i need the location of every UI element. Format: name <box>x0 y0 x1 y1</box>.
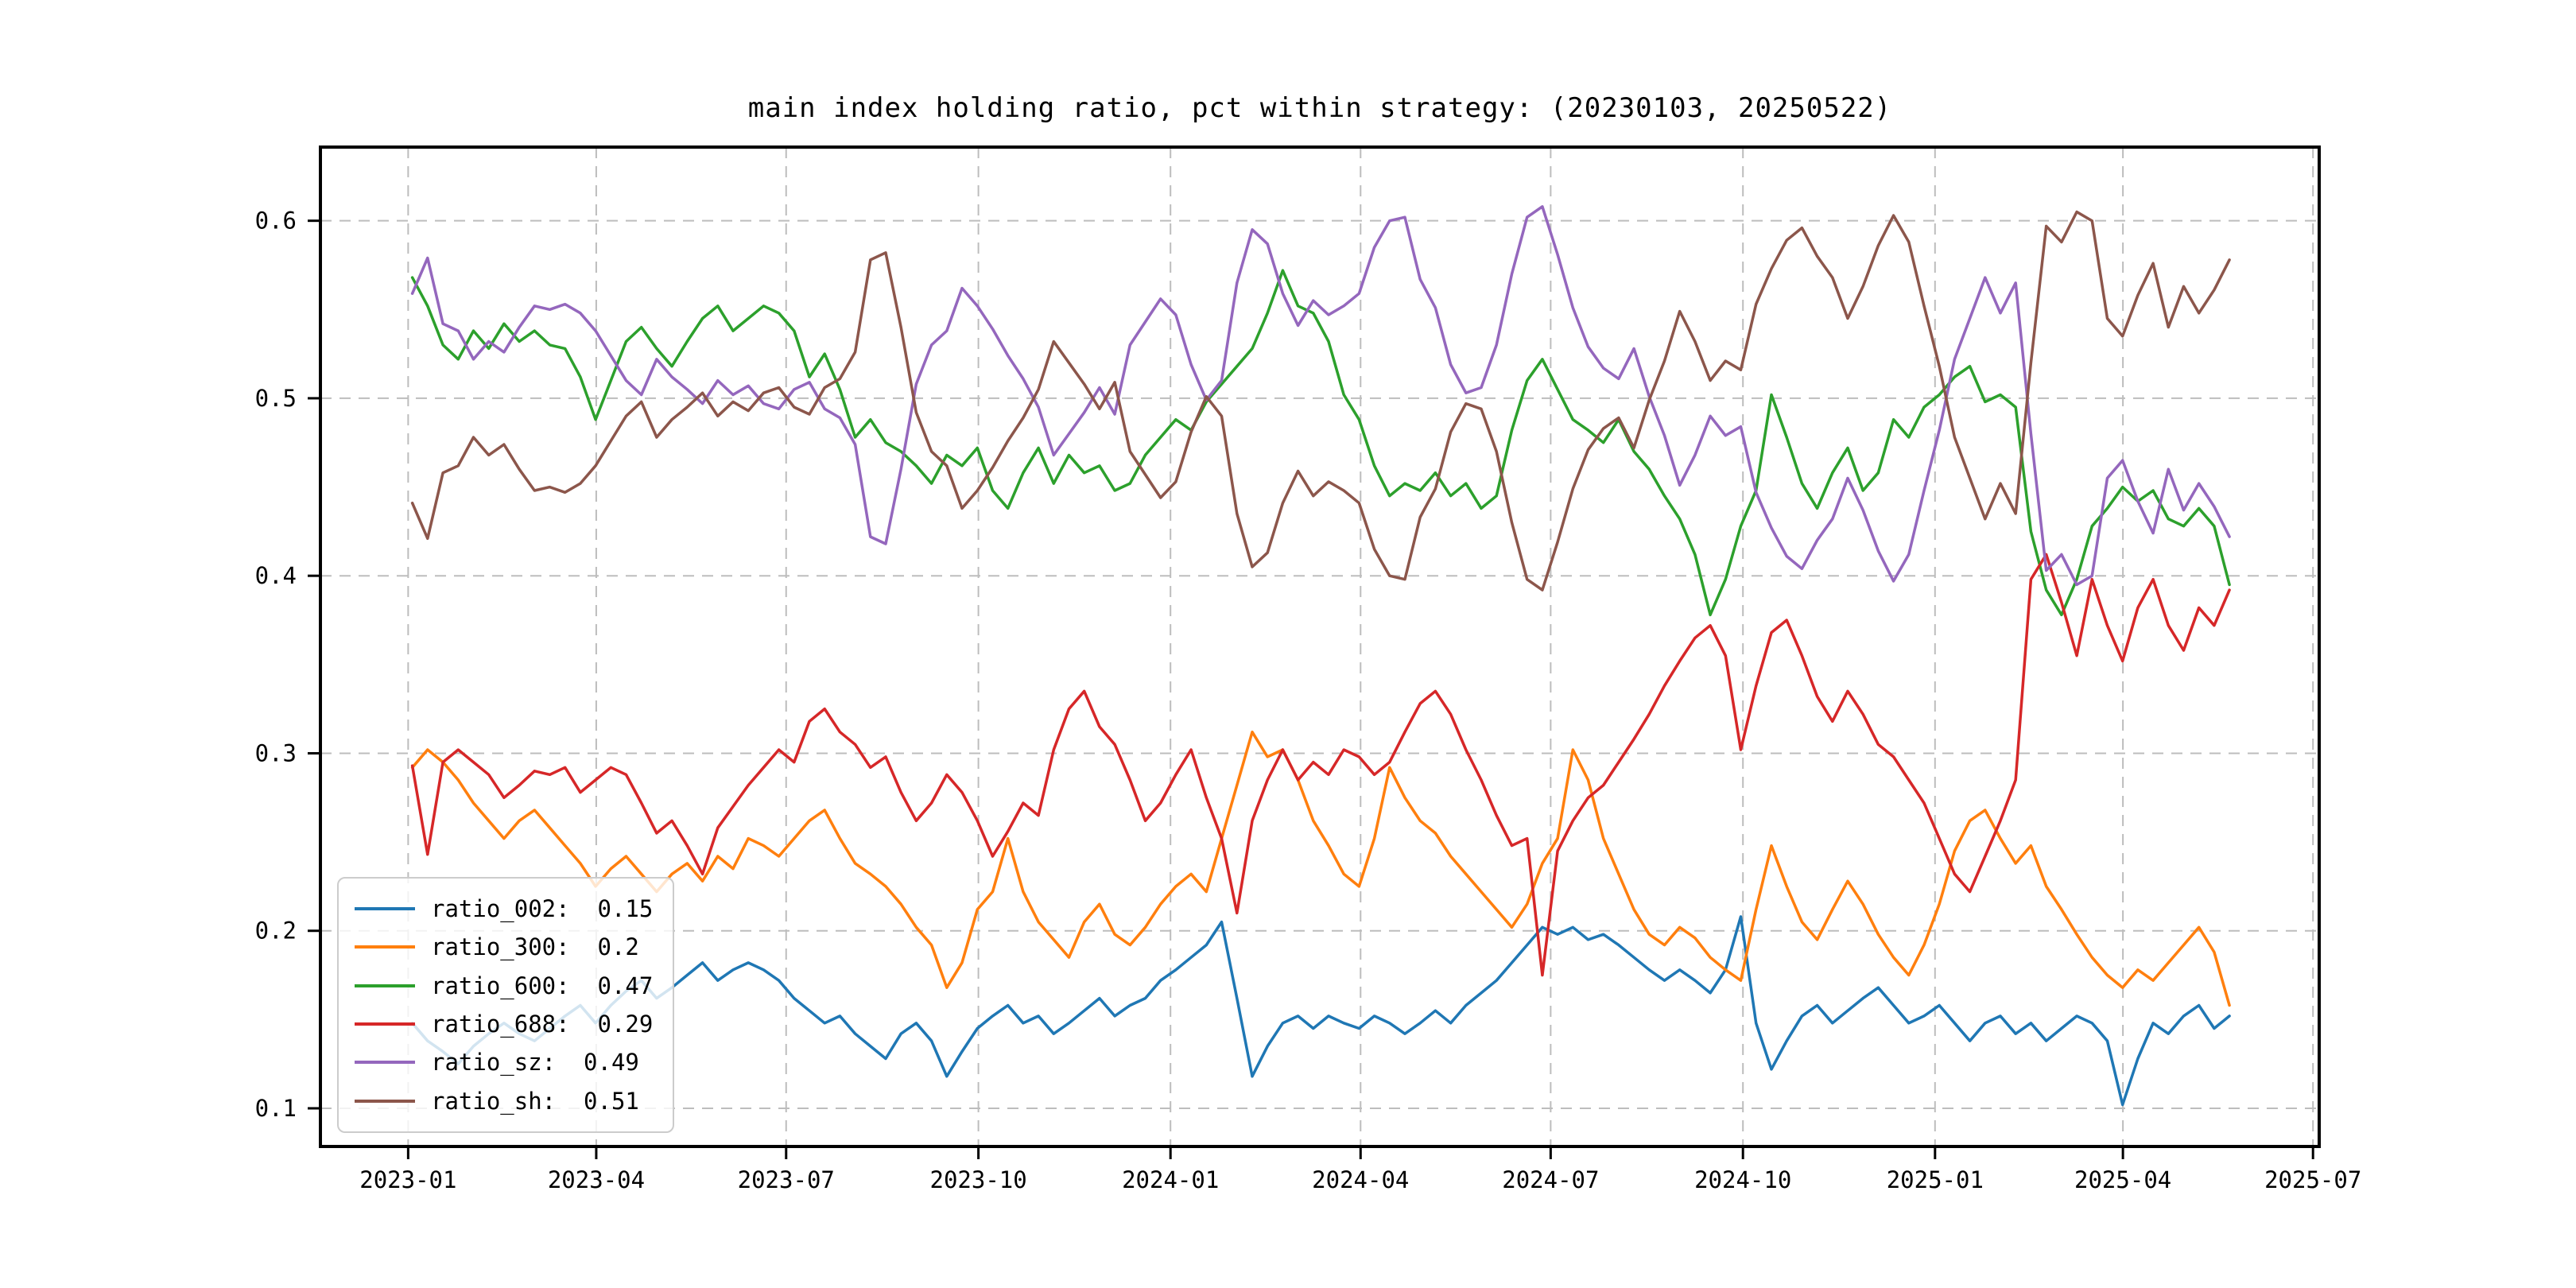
legend-item: ratio_sh: 0.51 <box>355 1082 652 1120</box>
axis-tick-labels: 2023-01 2023-04 2023-07 2023-10 2024-01 2024-… <box>255 208 2362 1193</box>
legend-line-sample <box>355 1022 415 1026</box>
legend-label: ratio_688: 0.29 <box>431 1011 654 1038</box>
y-tick-label-0.6: 0.6 <box>255 208 297 235</box>
x-tick-label-2024-04: 2024-04 <box>1312 1166 1409 1193</box>
legend-item: ratio_600: 0.47 <box>355 967 654 1005</box>
legend-line-sample <box>355 1061 415 1065</box>
x-tick-label-2025-04: 2025-04 <box>2074 1166 2171 1193</box>
plot-border <box>319 145 2321 1148</box>
legend-line-sample <box>355 907 415 911</box>
legend-label: ratio_600: 0.47 <box>431 972 654 999</box>
series-line-ratio_002 <box>410 915 2231 1107</box>
legend-label: ratio_sz: 0.49 <box>431 1049 639 1077</box>
x-tick-label-2024-07: 2024-07 <box>1502 1166 1599 1193</box>
legend-label: ratio_sh: 0.51 <box>431 1087 639 1115</box>
x-tick-label-2023-01: 2023-01 <box>359 1166 456 1193</box>
legend-item: ratio_688: 0.29 <box>355 1005 654 1043</box>
legend-line-sample <box>355 1099 415 1103</box>
x-tick-label-2024-01: 2024-01 <box>1122 1166 1219 1193</box>
series-line-ratio_600 <box>410 269 2231 617</box>
x-tick-label-2023-04: 2023-04 <box>548 1166 645 1193</box>
y-tick-label-0.3: 0.3 <box>255 739 297 766</box>
legend-line-sample <box>355 945 415 949</box>
x-tick-label-2023-10: 2023-10 <box>929 1166 1026 1193</box>
plot-axes <box>308 145 2321 1159</box>
series-line-ratio_sz <box>410 205 2231 587</box>
legend-line-sample <box>355 983 415 987</box>
legend-label: ratio_300: 0.2 <box>431 933 639 961</box>
y-tick-label-0.4: 0.4 <box>255 562 297 589</box>
x-tick-label-2025-01: 2025-01 <box>1887 1166 1984 1193</box>
legend-label: ratio_002: 0.15 <box>431 895 654 923</box>
x-tick-label-2025-07: 2025-07 <box>2264 1166 2361 1193</box>
chart-title: main index holding ratio, pct within str… <box>747 92 1892 124</box>
x-tick-label-2024-10: 2024-10 <box>1694 1166 1791 1193</box>
y-tick-label-0.2: 0.2 <box>255 918 297 945</box>
legend-item: ratio_sz: 0.49 <box>355 1043 652 1081</box>
series-line-ratio_sh <box>410 210 2231 592</box>
plot-series <box>410 205 2231 1107</box>
legend-item: ratio_300: 0.2 <box>355 928 652 966</box>
y-tick-label-0.1: 0.1 <box>255 1095 297 1122</box>
series-line-ratio_300 <box>410 730 2231 1007</box>
legend-item: ratio_002: 0.15 <box>355 890 654 928</box>
series-line-ratio_688 <box>410 553 2231 977</box>
legend: ratio_002: 0.15 ratio_300: 0.2 ratio_600: … <box>337 877 674 1133</box>
y-tick-label-0.5: 0.5 <box>255 385 297 412</box>
x-tick-label-2023-07: 2023-07 <box>738 1166 835 1193</box>
